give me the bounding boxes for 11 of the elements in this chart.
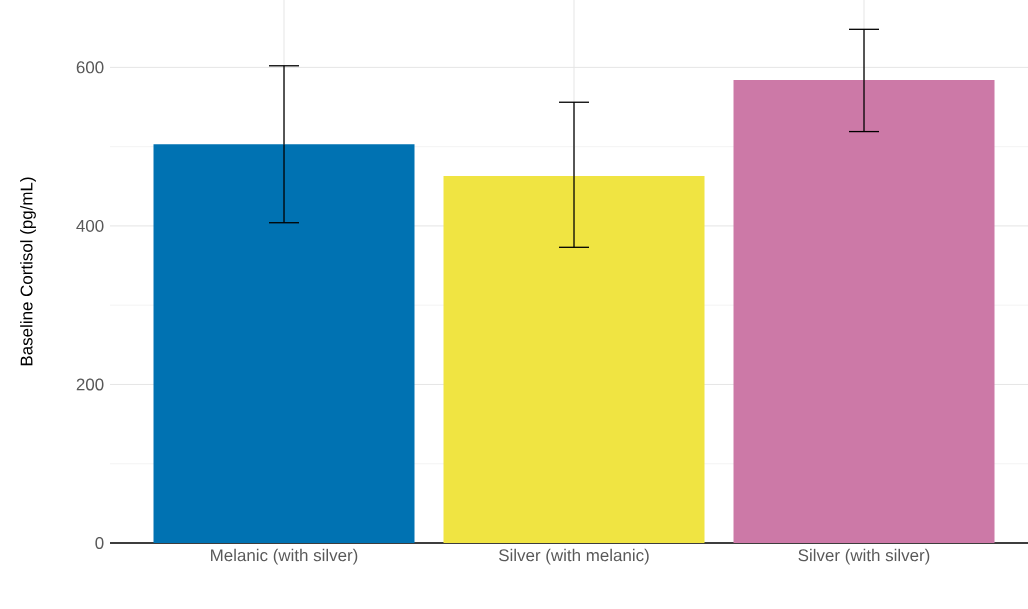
x-tick-label: Melanic (with silver) bbox=[211, 548, 358, 565]
x-tick-label: Silver (with melanic) bbox=[499, 548, 649, 565]
y-tick-label: 0 bbox=[95, 536, 104, 549]
y-tick-label: 200 bbox=[76, 378, 104, 391]
x-tick-label: Silver (with silver) bbox=[798, 548, 930, 565]
y-tick-label: 400 bbox=[76, 219, 104, 232]
bar bbox=[153, 144, 415, 543]
y-axis-title: Baseline Cortisol (pg/mL) bbox=[20, 177, 36, 366]
y-tick-label: 600 bbox=[76, 61, 104, 74]
bar bbox=[443, 175, 705, 543]
bar bbox=[733, 80, 995, 543]
